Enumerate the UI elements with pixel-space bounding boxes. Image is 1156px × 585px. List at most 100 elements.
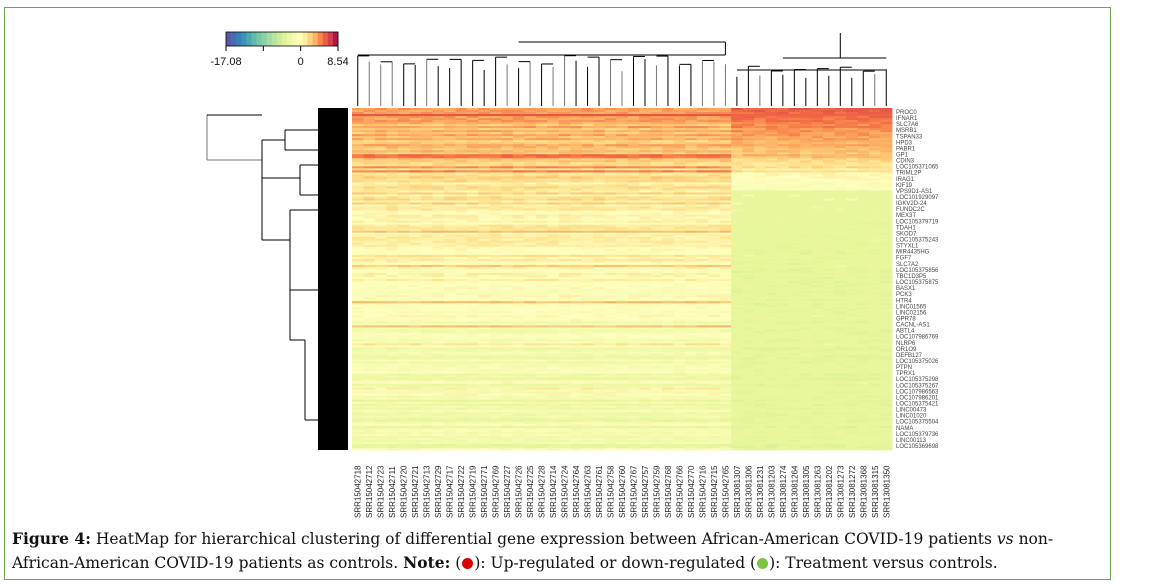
heatmap-cell (627, 321, 640, 324)
heatmap-cell (455, 417, 468, 421)
heatmap-cell (650, 182, 663, 185)
heatmap-cell (352, 186, 364, 189)
heatmap-cell (466, 317, 479, 320)
heatmap-cell (650, 164, 663, 167)
heatmap-cell (397, 391, 410, 395)
heatmap-cell (535, 403, 548, 407)
heatmap-cell (478, 172, 491, 175)
heatmap-cell (489, 367, 502, 370)
heatmap-cell (374, 118, 387, 121)
heatmap-cell (639, 158, 652, 161)
heatmap-cell (524, 347, 537, 350)
heatmap-cell (363, 160, 376, 163)
heatmap-cell (547, 210, 560, 214)
heatmap-cell (547, 118, 560, 121)
heatmap-cell (363, 120, 376, 123)
heatmap-cell (501, 377, 514, 380)
heatmap-cell (466, 333, 479, 336)
heatmap-cell (397, 355, 410, 358)
heatmap-cell (386, 240, 399, 244)
heatmap-cell (352, 242, 364, 246)
heatmap-cell (547, 377, 560, 380)
heatmap-cell (570, 431, 583, 435)
heatmap-cell (547, 260, 560, 264)
heatmap-cell (650, 327, 663, 330)
heatmap-cell (616, 399, 629, 403)
heatmap-cell (501, 291, 514, 294)
heatmap-cell (489, 108, 502, 111)
heatmap-cell (627, 351, 640, 354)
heatmap-cell (512, 349, 525, 352)
heatmap-cell (616, 303, 629, 306)
heatmap-cell (535, 184, 548, 187)
heatmap-cell (662, 369, 675, 372)
heatmap-cell (604, 309, 617, 312)
heatmap-cell (397, 108, 410, 111)
heatmap-cell (581, 154, 594, 157)
heatmap-cell (662, 403, 675, 407)
heatmap-cell (593, 371, 606, 374)
heatmap-cell (374, 375, 387, 378)
heatmap-cell (662, 144, 675, 147)
heatmap-cell (650, 303, 663, 306)
heatmap-cell (374, 307, 387, 310)
heatmap-cell (639, 242, 652, 246)
heatmap-cell (420, 116, 433, 119)
heatmap-cell (420, 208, 433, 211)
heatmap-cell (512, 112, 525, 115)
heatmap-cell (547, 297, 560, 300)
heatmap-cell (397, 168, 410, 171)
heatmap-cell (501, 399, 514, 403)
heatmap-cell (363, 291, 376, 294)
heatmap-cell (409, 395, 422, 399)
heatmap-cell (639, 134, 652, 137)
heatmap-cell (662, 210, 675, 214)
heatmap-cell (673, 166, 686, 169)
heatmap-cell (501, 295, 514, 298)
heatmap-cell (443, 128, 456, 131)
heatmap-cell (639, 409, 652, 413)
heatmap-cell (501, 134, 514, 137)
heatmap-cell (352, 393, 364, 397)
heatmap-cell (363, 347, 376, 350)
heatmap-cell (501, 276, 514, 280)
heatmap-cell (443, 208, 456, 211)
heatmap-cell (547, 110, 560, 113)
heatmap-cell (616, 142, 629, 145)
heatmap-cell (489, 333, 502, 336)
heatmap-cell (352, 126, 364, 129)
heatmap-cell (627, 361, 640, 364)
heatmap-cell (363, 391, 376, 395)
heatmap-cell (673, 371, 686, 374)
heatmap-cell (593, 335, 606, 338)
heatmap-cell (662, 146, 675, 149)
heatmap-cell (409, 345, 422, 348)
heatmap-cell (570, 297, 583, 300)
heatmap-cell (489, 287, 502, 290)
heatmap-cell (650, 299, 663, 302)
heatmap-cell (409, 178, 422, 181)
heatmap-cell (455, 192, 468, 195)
heatmap-cell (432, 429, 445, 433)
heatmap-cell (604, 184, 617, 187)
heatmap-cell (466, 353, 479, 356)
heatmap-cell (409, 399, 422, 403)
heatmap-cell (374, 158, 387, 161)
heatmap-cell (386, 222, 399, 226)
heatmap-cell (535, 126, 548, 129)
heatmap-cell (581, 202, 594, 205)
heatmap-cell (627, 256, 640, 260)
heatmap-cell (662, 363, 675, 366)
heatmap-cell (455, 435, 468, 439)
heatmap-cell (639, 180, 652, 183)
heatmap-cell (650, 128, 663, 131)
heatmap-cell (558, 110, 571, 113)
heatmap-cell (352, 168, 364, 171)
heatmap-cell (639, 313, 652, 316)
heatmap-cell (673, 341, 686, 344)
heatmap-cell (501, 142, 514, 145)
heatmap-cell (432, 419, 445, 423)
heatmap-cell (685, 152, 698, 155)
heatmap-cell (524, 232, 537, 236)
heatmap-cell (478, 208, 491, 211)
